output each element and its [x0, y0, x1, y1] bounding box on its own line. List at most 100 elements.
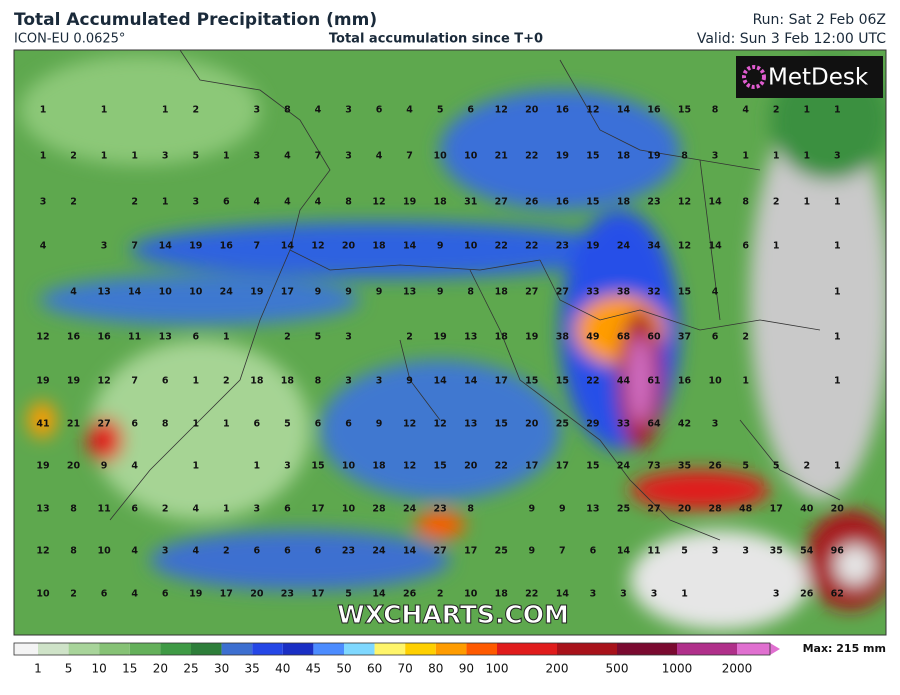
- grid-value: 3: [254, 504, 261, 515]
- grid-value: 22: [495, 241, 508, 252]
- colorbar-label: 25: [183, 662, 198, 676]
- grid-value: 1: [223, 419, 230, 430]
- grid-value: 1: [681, 589, 688, 600]
- grid-value: 19: [434, 332, 447, 343]
- grid-value: 7: [315, 151, 322, 162]
- grid-value: 10: [36, 589, 50, 600]
- grid-value: 4: [406, 105, 413, 116]
- grid-value: 4: [742, 105, 749, 116]
- grid-value: 6: [467, 105, 474, 116]
- grid-value: 5: [681, 546, 688, 557]
- grid-value: 26: [403, 589, 417, 600]
- grid-value: 14: [403, 546, 417, 557]
- borders: [109, 50, 841, 541]
- grid-value: 3: [773, 589, 780, 600]
- grid-value: 2: [803, 461, 810, 472]
- map: 1 1 1 2 3 8 4 3 6 4 5 6 12 20 16 12 14 16 15 8 4 2 1 11 2 1 1 3 5 1 3 4…: [14, 50, 886, 635]
- colorbar-swatch: [313, 643, 344, 655]
- grid-value: 10: [464, 151, 478, 162]
- grid-value: 15: [525, 376, 538, 387]
- grid-value: 26: [525, 197, 539, 208]
- colorbar-label: 1000: [662, 662, 693, 676]
- grid-value: 27: [434, 546, 447, 557]
- grid-value: 3: [712, 419, 719, 430]
- grid-value: 20: [525, 105, 539, 116]
- logo-box: [736, 56, 883, 98]
- colorbar-swatch: [435, 643, 467, 655]
- grid-value: 16: [556, 105, 570, 116]
- grid-value: 14: [556, 589, 570, 600]
- grid-value: 12: [97, 376, 110, 387]
- grid-value: 14: [434, 376, 448, 387]
- grid-value: 19: [403, 197, 416, 208]
- grid-value: 1: [101, 105, 108, 116]
- grid-value: 16: [678, 376, 692, 387]
- grid-value: 1: [773, 241, 780, 252]
- grid-value: 10: [342, 504, 356, 515]
- map-frame: [13, 49, 887, 636]
- grid-value: 6: [162, 589, 169, 600]
- grid-value: 10: [708, 376, 722, 387]
- grid-value: 14: [617, 105, 631, 116]
- grid-value: 3: [192, 197, 199, 208]
- grid-value: 2: [192, 105, 199, 116]
- grid-value: 19: [586, 241, 599, 252]
- colorbar-swatch: [68, 643, 100, 655]
- grid-value: 3: [284, 461, 291, 472]
- grid-value: 4: [712, 287, 719, 298]
- grid-value: 5: [315, 332, 322, 343]
- colorbar-label: 10: [92, 662, 107, 676]
- grid-value: 19: [525, 332, 538, 343]
- grid-value: 6: [742, 241, 749, 252]
- grid-value: 17: [464, 546, 477, 557]
- grid-value: 4: [131, 589, 138, 600]
- grid-value: 9: [406, 376, 413, 387]
- grid-value: 1: [131, 151, 138, 162]
- grid-value: 15: [586, 461, 599, 472]
- grid-value: 14: [281, 241, 295, 252]
- colorbar-swatch: [221, 643, 253, 655]
- grid-value: 18: [372, 461, 386, 472]
- grid-value: 1: [834, 197, 841, 208]
- colorbar-swatch: [737, 643, 770, 655]
- grid-value: 1: [834, 105, 841, 116]
- colorbar-swatch: [557, 643, 617, 655]
- grid-value: 9: [559, 504, 566, 515]
- grid-value: 2: [70, 151, 77, 162]
- grid-value: 14: [372, 589, 386, 600]
- grid-value: 12: [372, 197, 385, 208]
- colorbar-swatch: [405, 643, 436, 655]
- grid-value: 1: [192, 376, 199, 387]
- grid-value: 7: [254, 241, 261, 252]
- grid-value: 3: [834, 151, 841, 162]
- grid-value: 14: [708, 197, 722, 208]
- grid-value: 13: [403, 287, 416, 298]
- grid-value: 9: [376, 419, 383, 430]
- grid-value: 4: [131, 546, 138, 557]
- grid-value: 8: [70, 546, 77, 557]
- grid-value: 22: [525, 151, 538, 162]
- grid-value: 5: [284, 419, 291, 430]
- grid-value: 14: [708, 241, 722, 252]
- grid-value: 23: [281, 589, 294, 600]
- grid-value: 1: [101, 151, 108, 162]
- colorbar-swatch: [282, 643, 314, 655]
- grid-value: 64: [647, 419, 661, 430]
- colorbar-swatch: [129, 643, 161, 655]
- grid-value: 1: [834, 376, 841, 387]
- grid-value: 15: [434, 461, 447, 472]
- grid-value: 16: [97, 332, 111, 343]
- grid-value: 60: [647, 332, 661, 343]
- grid-value: 3: [742, 546, 749, 557]
- grid-value: 14: [617, 546, 631, 557]
- grid-value: 16: [556, 197, 570, 208]
- run-time: Run: Sat 2 Feb 06Z: [753, 12, 886, 28]
- grid-value: 22: [495, 461, 508, 472]
- grid-value: 12: [586, 105, 599, 116]
- grid-value: 96: [831, 546, 845, 557]
- grid-value: 23: [434, 504, 447, 515]
- grid-value: 19: [647, 151, 660, 162]
- grid-value: 28: [372, 504, 386, 515]
- grid-value: 4: [315, 105, 322, 116]
